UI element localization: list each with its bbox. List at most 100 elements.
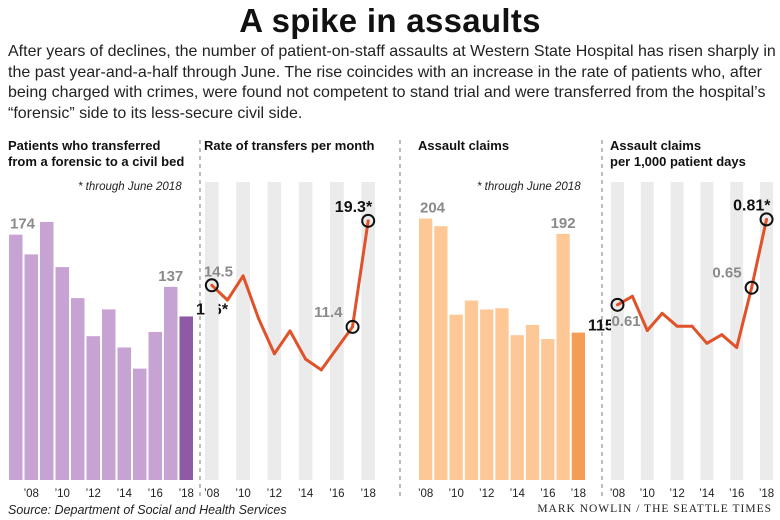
p2-tick-label-3: ’14 bbox=[298, 488, 314, 500]
page-title: A spike in assaults bbox=[239, 2, 541, 39]
p4-tick-label-3: ’14 bbox=[699, 488, 715, 500]
p4-tick-label-0: ’08 bbox=[610, 488, 625, 500]
p4-point-3 bbox=[660, 311, 664, 315]
p4-marker-0 bbox=[610, 297, 625, 312]
p3-tick-label-0: ’08 bbox=[418, 488, 433, 500]
p3-tick-label-3: ’14 bbox=[510, 488, 526, 500]
p4-stripe-0 bbox=[611, 182, 624, 480]
p4-tick-label-1: ’10 bbox=[640, 488, 655, 500]
p2-point-7 bbox=[319, 368, 323, 372]
panel-1-title-line2: from a forensic to a civil bed bbox=[8, 154, 185, 169]
p2-tick-label-1: ’10 bbox=[235, 488, 250, 500]
p1-bar-11 bbox=[179, 316, 193, 480]
p4-tick-label-5: ’18 bbox=[759, 488, 774, 500]
p1-tick-label-5: ’18 bbox=[179, 488, 194, 500]
p4-marker-10 bbox=[759, 212, 774, 227]
p1-tick-label-3: ’14 bbox=[117, 488, 133, 500]
p1-bar-0 bbox=[9, 234, 23, 480]
p3-bar-5 bbox=[495, 308, 509, 480]
p2-point-5 bbox=[288, 329, 292, 333]
p3-bar-8 bbox=[541, 339, 555, 480]
p2-stripe-8 bbox=[330, 182, 344, 480]
p3-bar-10 bbox=[571, 332, 585, 480]
p1-bar-4 bbox=[71, 298, 85, 480]
p2-point-9 bbox=[351, 325, 355, 329]
p2-stripe-0 bbox=[205, 182, 219, 480]
p2-point-2 bbox=[241, 274, 245, 278]
p1-bar-5 bbox=[86, 336, 100, 480]
p1-bar-1 bbox=[24, 254, 38, 480]
p3-bar-0 bbox=[419, 218, 433, 480]
p2-stripe-10 bbox=[361, 182, 375, 480]
p3-tick-label-2: ’12 bbox=[479, 488, 494, 500]
p4-point-7 bbox=[720, 333, 724, 337]
p4-point-9 bbox=[750, 286, 754, 290]
p1-bar-3 bbox=[55, 267, 69, 480]
p4-point-6 bbox=[705, 341, 709, 345]
panel-4-title-line2: per 1,000 patient days bbox=[610, 154, 746, 169]
p1-tick-label-1: ’10 bbox=[55, 488, 70, 500]
source-note: Source: Department of Social and Health … bbox=[8, 503, 287, 517]
p2-value-label-10: 19.3* bbox=[335, 199, 373, 216]
p1-value-label-10: 137 bbox=[158, 268, 183, 285]
p4-point-10 bbox=[765, 217, 769, 221]
p4-point-1 bbox=[630, 294, 634, 298]
p4-tick-label-4: ’16 bbox=[729, 488, 744, 500]
p3-bar-3 bbox=[464, 300, 479, 480]
p3-value-label-0: 204 bbox=[420, 200, 446, 217]
p4-stripe-10 bbox=[760, 182, 773, 480]
panel-4-title: Assault claims per 1,000 patient days bbox=[610, 138, 746, 170]
p4-value-label-10: 0.81* bbox=[733, 197, 771, 214]
p1-tick-label-2: ’12 bbox=[86, 488, 101, 500]
panel-3-note: * through June 2018 bbox=[477, 181, 581, 193]
panel-4-title-line1: Assault claims bbox=[610, 138, 702, 153]
p4-point-5 bbox=[690, 324, 694, 328]
p1-bar-10 bbox=[164, 286, 178, 480]
p3-tick-label-1: ’10 bbox=[449, 488, 464, 500]
p2-value-label-0: 14.5 bbox=[204, 263, 233, 280]
intro-text: After years of declines, the number of p… bbox=[8, 43, 776, 122]
p3-bar-2 bbox=[449, 314, 463, 480]
p3-bar-4 bbox=[480, 309, 494, 480]
p1-value-label-0: 174 bbox=[10, 216, 36, 233]
p2-marker-0 bbox=[204, 278, 219, 293]
p2-point-1 bbox=[225, 298, 229, 302]
credit-line: MARK NOWLIN / THE SEATTLE TIMES bbox=[537, 503, 772, 515]
p2-point-3 bbox=[257, 317, 261, 321]
p4-point-8 bbox=[735, 346, 739, 350]
p4-tick-label-2: ’12 bbox=[669, 488, 684, 500]
p2-marker-9 bbox=[345, 319, 360, 334]
p1-bar-8 bbox=[133, 368, 147, 480]
p4-stripe-8 bbox=[730, 182, 744, 480]
p1-bar-9 bbox=[148, 331, 162, 480]
p3-bar-7 bbox=[525, 324, 540, 480]
p2-point-0 bbox=[210, 283, 214, 287]
p4-point-2 bbox=[645, 328, 649, 332]
p2-stripe-4 bbox=[267, 182, 282, 480]
p2-stripe-6 bbox=[298, 182, 313, 480]
p2-tick-label-0: ’08 bbox=[204, 488, 219, 500]
p4-value-label-9: 0.65 bbox=[712, 265, 741, 282]
p3-bar-1 bbox=[434, 226, 448, 480]
p2-tick-label-4: ’16 bbox=[329, 488, 344, 500]
p2-marker-10 bbox=[361, 213, 376, 228]
p1-bar-7 bbox=[117, 347, 131, 480]
p1-bar-6 bbox=[102, 309, 116, 480]
p1-tick-label-4: ’16 bbox=[148, 488, 163, 500]
panel-1-title: Patients who transferred from a forensic… bbox=[8, 138, 184, 170]
p4-stripe-4 bbox=[670, 182, 684, 480]
p3-bar-9 bbox=[556, 233, 570, 480]
p3-value-label-9: 192 bbox=[551, 215, 576, 232]
p2-tick-label-5: ’18 bbox=[361, 488, 376, 500]
panel-2-title: Rate of transfers per month bbox=[204, 138, 375, 153]
p3-bar-6 bbox=[510, 335, 524, 480]
p1-tick-label-0: ’08 bbox=[24, 488, 39, 500]
p3-tick-label-5: ’18 bbox=[571, 488, 586, 500]
p2-point-6 bbox=[304, 357, 308, 361]
p2-point-4 bbox=[272, 352, 276, 356]
p4-marker-9 bbox=[744, 280, 759, 295]
p3-tick-label-4: ’16 bbox=[540, 488, 555, 500]
panel-1-title-line1: Patients who transferred bbox=[8, 138, 161, 153]
p2-point-8 bbox=[335, 346, 339, 350]
p4-point-4 bbox=[675, 324, 679, 328]
